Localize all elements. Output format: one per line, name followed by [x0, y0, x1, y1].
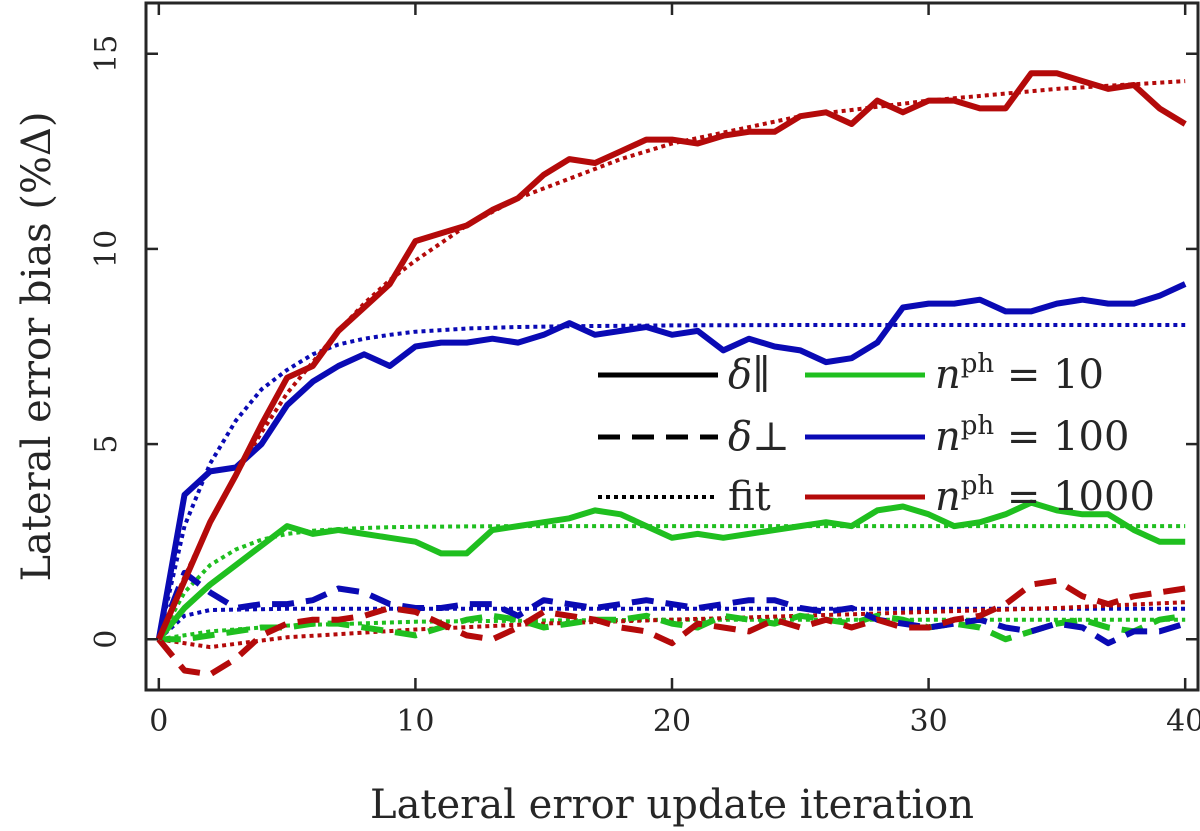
axis-layer: 0 10 20 30 40 0 5 10 15 [89, 1, 1200, 739]
legend: δ∥ δ⊥ fit nph = 10 nph = 100 nph = 1000 [598, 349, 1155, 520]
y-tick-label: 15 [89, 35, 124, 73]
series-line-parallel-0 [156, 499, 1186, 642]
series-line-perpendicular-3 [158, 612, 1186, 643]
series-line-fit-6 [157, 524, 1186, 641]
legend-color-label: nph = 1000 [935, 471, 1155, 520]
y-tick-label: 0 [89, 630, 124, 649]
series-line-parallel-1 [155, 281, 1187, 640]
x-tick-label: 20 [653, 704, 691, 739]
legend-style-label: δ⊥ [728, 414, 790, 460]
legend-color-label: nph = 100 [935, 411, 1129, 460]
legend-style-label: fit [728, 474, 771, 520]
x-tick-label: 30 [909, 704, 947, 739]
x-axis-title: Lateral error update iteration [370, 782, 974, 828]
x-tick-label: 0 [149, 704, 168, 739]
series-line-parallel-2 [156, 70, 1187, 641]
series-layer [155, 70, 1187, 678]
plot-area [146, 3, 1198, 690]
series-line-perpendicular-4 [156, 569, 1187, 647]
series-line-fit-10 [157, 606, 1186, 641]
y-tick-label: 5 [89, 435, 124, 454]
y-tick-label: 10 [89, 230, 124, 268]
legend-style-label: δ∥ [728, 352, 771, 398]
y-axis-title: Lateral error bias (%Δ) [14, 111, 60, 581]
legend-color-label: nph = 10 [935, 349, 1104, 398]
x-tick-label: 10 [396, 704, 434, 739]
series-line-perpendicular-5 [156, 577, 1186, 678]
series-line-fit-8 [156, 79, 1186, 641]
series-line-fit-7 [156, 323, 1186, 640]
x-tick-label: 40 [1166, 704, 1200, 739]
